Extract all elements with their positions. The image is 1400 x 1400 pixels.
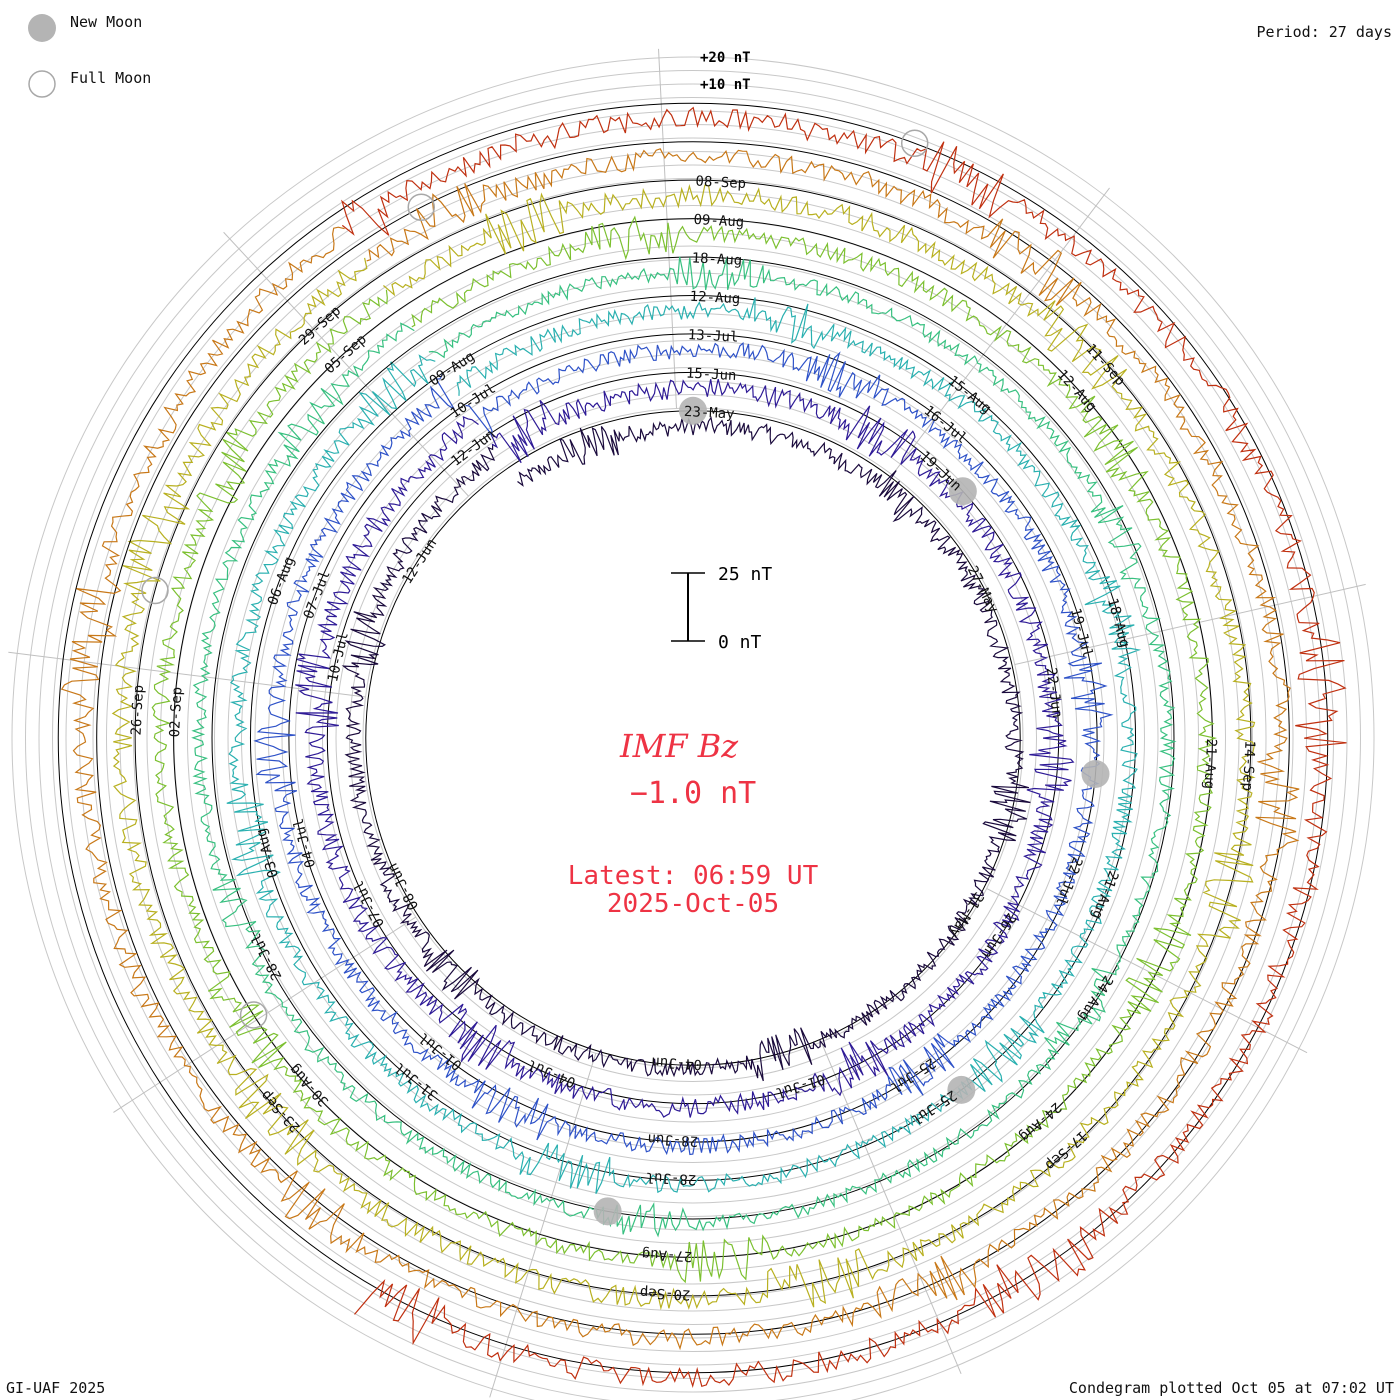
trace-layer: [57, 102, 1347, 1389]
trace-rotation-8: [60, 148, 1300, 1351]
new-moon-marker: [593, 1197, 622, 1226]
date-label: 02-Sep: [167, 686, 186, 737]
date-label: 22-Jul: [1052, 855, 1085, 908]
grid-ring: [52, 97, 1334, 1379]
grid-ring: [335, 380, 1051, 1096]
date-label: 19-Jun: [916, 448, 964, 494]
grid-ring: [38, 83, 1348, 1393]
trace-rotation-5: [191, 256, 1177, 1238]
spoke-line: [223, 231, 469, 497]
latest-time: Latest: 06:59 UT: [568, 861, 819, 891]
trace-rotation-2: [295, 378, 1075, 1118]
new-moon-legend-label: New Moon: [70, 13, 143, 31]
date-label: 08-Jun: [385, 860, 422, 912]
spoke-line: [489, 1053, 597, 1398]
footer-plotted: Condegram plotted Oct 05 at 07:02 UT: [1068, 1379, 1394, 1397]
date-label: 26-Jun: [978, 910, 1019, 961]
date-label: 10-Jul: [448, 381, 499, 422]
grid-ring: [281, 326, 1105, 1150]
date-label: 20-Sep: [640, 1284, 691, 1303]
spoke-line: [891, 187, 1110, 476]
date-label: 14-Sep: [1239, 740, 1258, 791]
date-label: 26-Sep: [129, 685, 148, 736]
grid-ring: [25, 70, 1361, 1400]
date-label: 01-Jul: [774, 1070, 827, 1100]
date-label: 08-Sep: [695, 174, 746, 193]
date-label: 28-Jun: [647, 1130, 698, 1149]
date-label: 18-Aug: [1104, 596, 1133, 649]
baseline-ring: [288, 333, 1098, 1143]
grid-ring: [160, 205, 1226, 1271]
grid-ring: [200, 245, 1186, 1231]
baseline-ring: [326, 371, 1060, 1105]
date-label: 21-Aug: [1201, 738, 1220, 789]
grid-ring: [349, 394, 1037, 1082]
scale-bar: 25 nT 0 nT: [671, 564, 772, 653]
date-label: 15-Jun: [686, 366, 737, 385]
date-label: 04-Jul: [291, 816, 320, 869]
date-label: 28-Jul: [645, 1169, 696, 1188]
new-moon-marker: [948, 477, 977, 506]
grid-ring: [227, 272, 1159, 1204]
date-label: 28-Jul: [248, 930, 285, 982]
moon-layer: [141, 129, 1110, 1226]
trace-rotation-3: [253, 341, 1114, 1156]
date-label: 12-Jun: [399, 536, 440, 587]
chart-title: IMF Bz: [619, 727, 739, 765]
spoke-line: [986, 888, 1308, 1054]
full-moon-marker: [239, 1001, 268, 1029]
date-label: 09-Aug: [693, 212, 744, 231]
grid-ring: [119, 164, 1267, 1312]
full-moon-legend-label: Full Moon: [70, 69, 152, 87]
date-label: 12-Aug: [689, 289, 740, 308]
date-label: 04-Jun: [651, 1054, 702, 1073]
grid-ring: [11, 56, 1375, 1400]
date-label: 18-Aug: [691, 250, 742, 269]
grid-ring: [65, 110, 1321, 1366]
baseline-ring: [249, 294, 1137, 1182]
date-label: 27-Aug: [641, 1246, 692, 1265]
amplitude-label-10: +10 nT: [700, 77, 751, 93]
new-moon-marker: [679, 396, 707, 425]
trace-rotation-7: [111, 183, 1256, 1311]
grid-ring: [187, 232, 1199, 1244]
grid-ring: [308, 353, 1078, 1123]
trace-rotation-6: [151, 215, 1218, 1284]
current-value: −1.0 nT: [630, 776, 756, 811]
period-label: Period: 27 days: [1256, 23, 1392, 41]
full-moon-marker: [141, 576, 169, 605]
date-label: 13-Jul: [687, 327, 738, 346]
spoke-line: [820, 1041, 962, 1374]
footer-credit: GI-UAF 2025: [6, 1379, 106, 1397]
baseline-ring: [57, 102, 1329, 1374]
scale-top-label: 25 nT: [718, 564, 772, 585]
date-label: 31-May: [946, 889, 987, 940]
new-moon-legend-icon: [28, 14, 56, 42]
grid-ring: [254, 299, 1132, 1177]
spoke-line: [113, 916, 417, 1113]
full-moon-marker: [900, 129, 929, 157]
trace-rotation-1: [341, 416, 1031, 1082]
scale-bottom-label: 0 nT: [718, 632, 762, 653]
grid-ring: [214, 259, 1172, 1217]
date-label: 22-Jun: [1043, 667, 1065, 719]
new-moon-marker: [1081, 759, 1110, 788]
date-label: 25-Jul: [908, 1086, 959, 1127]
date-label: 23-May: [684, 404, 735, 423]
full-moon-legend-icon: [28, 70, 56, 98]
latest-date: 2025-Oct-05: [607, 889, 779, 919]
trace-rotation-4: [226, 297, 1142, 1194]
grid-ring: [106, 151, 1280, 1325]
baseline-ring: [211, 256, 1175, 1220]
new-moon-marker: [947, 1075, 976, 1104]
full-moon-marker: [407, 193, 436, 221]
amplitude-label-20: +20 nT: [700, 50, 751, 66]
baseline-ring: [96, 141, 1290, 1335]
spoke-layer: [8, 48, 1366, 1398]
trace-rotation-9: [340, 106, 1347, 1389]
